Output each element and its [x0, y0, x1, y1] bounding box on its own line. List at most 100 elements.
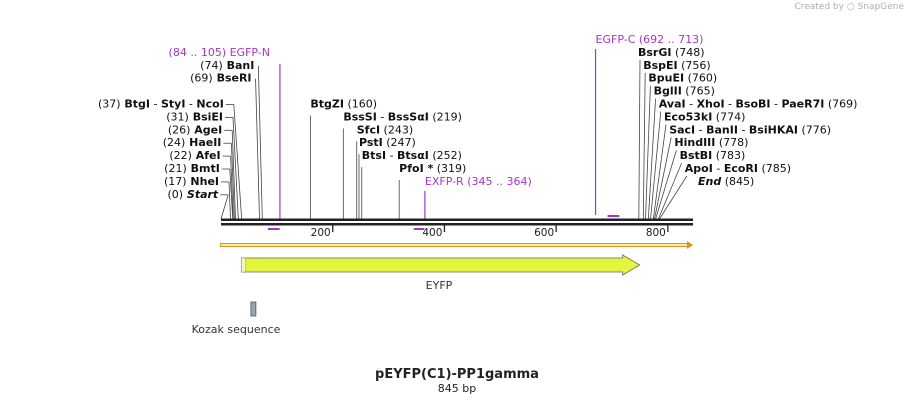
site-label-bseri[interactable]: (69) BseRI: [190, 72, 251, 85]
site-label-692-713[interactable]: EGFP-C (692 .. 713): [596, 33, 704, 46]
site-position: (0): [167, 188, 183, 201]
site-label-bspei[interactable]: BspEI (756): [643, 59, 711, 72]
site-label-psti[interactable]: PstI (247): [359, 136, 416, 149]
site-label-haeii[interactable]: (24) HaeII: [163, 136, 222, 149]
enzyme-name: HindIII: [674, 136, 715, 149]
site-position: (160): [344, 98, 377, 111]
site-line: [228, 181, 231, 220]
feature-eyfp[interactable]: [240, 254, 641, 276]
enzyme-name: AvaI: [659, 98, 686, 111]
site-label-btsi[interactable]: BtsI - BtsαI (252): [362, 149, 462, 162]
site-label-bsrgi[interactable]: BsrGI (748): [638, 46, 705, 59]
enzyme-name: StyI: [161, 98, 185, 111]
site-line: [645, 85, 651, 220]
enzyme-name: BmtI: [187, 162, 220, 175]
site-position: (243): [380, 123, 413, 136]
enzyme-name: BtgI: [121, 98, 150, 111]
site-position: -: [695, 123, 706, 136]
site-position: (776): [798, 123, 831, 136]
eyfp-arrow: [240, 254, 641, 276]
enzyme-name: BanI: [223, 59, 255, 72]
site-line: [233, 104, 243, 220]
enzyme-name: BsiEI: [189, 110, 223, 123]
site-label-btgi[interactable]: (37) BtgI - StyI - NcoI: [98, 98, 224, 111]
enzyme-name: BsoBI: [736, 98, 771, 111]
backbone-strand-top: [221, 218, 693, 221]
site-label-345-364[interactable]: EXFP-R (345 .. 364): [425, 175, 532, 188]
site-label-bani[interactable]: (74) BanI: [200, 59, 254, 72]
site-position: (692 .. 713): [635, 33, 703, 46]
feature-label-eyfp[interactable]: EYFP: [426, 279, 453, 292]
site-label-btgzi[interactable]: BtgZI (160): [310, 98, 377, 111]
enzyme-name: NcoI: [196, 98, 223, 111]
site-label-agei[interactable]: (26) AgeI: [168, 123, 222, 136]
site-label-bsiei[interactable]: (31) BsiEI: [166, 110, 223, 123]
enzyme-name: BtsαI: [397, 149, 429, 162]
site-position: (769): [824, 98, 857, 111]
feature-label-kozak[interactable]: Kozak sequence: [192, 323, 281, 336]
enzyme-name: SfcI: [357, 123, 380, 136]
enzyme-name: BssSαI: [388, 110, 429, 123]
site-position: (345 .. 364): [464, 175, 532, 188]
site-position: -: [770, 98, 781, 111]
site-line: [232, 117, 239, 220]
site-position: (319): [433, 162, 466, 175]
site-position: (37): [98, 98, 121, 111]
site-label-apoi[interactable]: ApoI - EcoRI (785): [685, 162, 791, 175]
site-position: (31): [166, 110, 189, 123]
site-position: -: [386, 149, 397, 162]
enzyme-name: AgeI: [190, 123, 222, 136]
enzyme-name: BtgZI: [310, 98, 344, 111]
ruler-tick-label-200: 200: [311, 227, 331, 239]
site-label-nhei[interactable]: (17) NheI: [164, 175, 219, 188]
site-position: EXFP-R: [425, 175, 464, 188]
site-position: EGFP-N: [226, 46, 270, 59]
site-position: (21): [164, 162, 187, 175]
site-lines: [220, 49, 688, 220]
site-position: (845): [721, 175, 754, 188]
snapgene-credit: Created by ○ SnapGene: [794, 2, 904, 12]
site-label-egfp-n[interactable]: (84 .. 105) EGFP-N: [169, 46, 270, 59]
site-line: [642, 72, 646, 220]
site-label-hindiii[interactable]: HindIII (778): [674, 136, 748, 149]
enzyme-name: BseRI: [213, 72, 252, 85]
enzyme-name: NheI: [187, 175, 219, 188]
site-position: (756): [678, 59, 711, 72]
enzyme-name: PstI: [359, 136, 383, 149]
enzyme-name: BstBI: [680, 149, 713, 162]
site-position: (219): [429, 110, 462, 123]
site-label-afei[interactable]: (22) AfeI: [169, 149, 220, 162]
site-label-end[interactable]: End (845): [698, 175, 754, 188]
site-position: -: [377, 110, 388, 123]
ruler-tick-label-600: 600: [534, 227, 554, 239]
site-label-start[interactable]: (0) Start: [167, 188, 218, 201]
site-label-sfci[interactable]: SfcI (243): [357, 123, 413, 136]
enzyme-name: End: [698, 175, 721, 188]
kozak-box[interactable]: [250, 301, 257, 317]
enzyme-name: BsiHKAI: [749, 123, 798, 136]
ruler-ticks: 200 400 600 800: [311, 225, 669, 239]
site-label-bglii[interactable]: BglII (765): [654, 85, 715, 98]
site-label-avai[interactable]: AvaI - XhoI - BsoBI - PaeR7I (769): [659, 98, 858, 111]
enzyme-name: PaeR7I: [781, 98, 824, 111]
site-label-bpuei[interactable]: BpuEI (760): [648, 72, 717, 85]
site-line: [655, 150, 677, 220]
site-label-bsssi[interactable]: BssSI - BssSαI (219): [343, 110, 462, 123]
site-label-bstbi[interactable]: BstBI (783): [680, 149, 746, 162]
orf-arrow[interactable]: [220, 241, 693, 249]
site-line: [647, 98, 656, 220]
site-label-eco53ki[interactable]: Eco53kI (774): [664, 110, 745, 123]
enzyme-name: BpuEI: [648, 72, 684, 85]
site-position: (69): [190, 72, 213, 85]
site-position: -: [686, 98, 697, 111]
site-position: -: [725, 98, 736, 111]
site-label-bmti[interactable]: (21) BmtI: [164, 162, 220, 175]
site-position: (24): [163, 136, 186, 149]
site-position: (247): [383, 136, 416, 149]
site-label-saci[interactable]: SacI - BanII - BsiHKAI (776): [669, 123, 831, 136]
site-label-pfoi[interactable]: PfoI * (319): [399, 162, 466, 175]
site-position: (774): [712, 110, 745, 123]
site-position: (785): [758, 162, 791, 175]
site-position: (783): [712, 149, 745, 162]
enzyme-name: SacI: [669, 123, 695, 136]
